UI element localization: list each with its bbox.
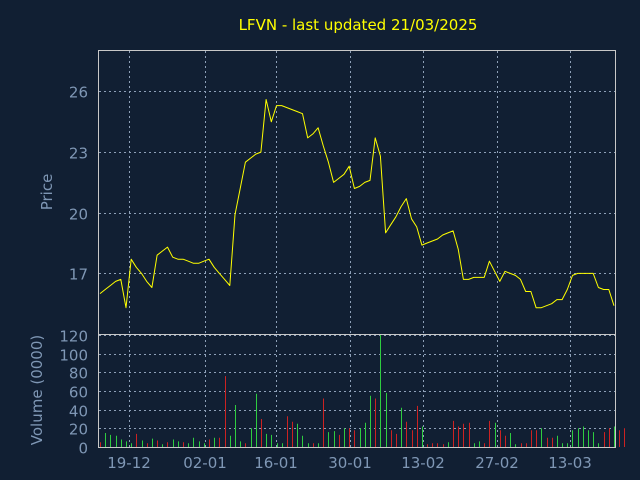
volume-tick-label: 100 bbox=[59, 347, 88, 365]
price-panel-frame bbox=[98, 50, 616, 335]
price-tick-label: 26 bbox=[69, 84, 88, 102]
x-tick-label: 27-02 bbox=[475, 454, 519, 472]
chart-title: LFVN - last updated 21/03/2025 bbox=[239, 16, 478, 34]
volume-tick-label: 20 bbox=[69, 421, 88, 439]
price-tick-label: 17 bbox=[69, 266, 88, 284]
x-tick-label: 13-02 bbox=[401, 454, 445, 472]
x-axis-ticks: 19-12 02-01 16-01 30-01 13-02 27-02 13-03 bbox=[107, 454, 592, 472]
volume-axis-label: Volume (0000) bbox=[28, 335, 46, 445]
volume-panel-frame bbox=[98, 334, 616, 448]
volume-grid bbox=[99, 335, 615, 447]
x-tick-label: 02-01 bbox=[183, 454, 227, 472]
x-tick-label: 19-12 bbox=[107, 454, 151, 472]
price-grid bbox=[99, 51, 615, 334]
volume-bars bbox=[100, 335, 625, 447]
volume-tick-label: 120 bbox=[59, 328, 88, 346]
price-axis-label: Price bbox=[38, 174, 56, 211]
volume-tick-label: 40 bbox=[69, 403, 88, 421]
price-line bbox=[99, 99, 615, 309]
price-y-ticks: 26 23 20 17 bbox=[69, 84, 88, 284]
volume-tick-label: 80 bbox=[69, 365, 88, 383]
x-tick-label: 16-01 bbox=[254, 454, 298, 472]
x-tick-label: 30-01 bbox=[328, 454, 372, 472]
volume-tick-label: 0 bbox=[78, 440, 88, 458]
price-tick-label: 23 bbox=[69, 145, 88, 163]
price-tick-label: 20 bbox=[69, 206, 88, 224]
x-tick-label: 13-03 bbox=[548, 454, 592, 472]
volume-tick-label: 60 bbox=[69, 384, 88, 402]
